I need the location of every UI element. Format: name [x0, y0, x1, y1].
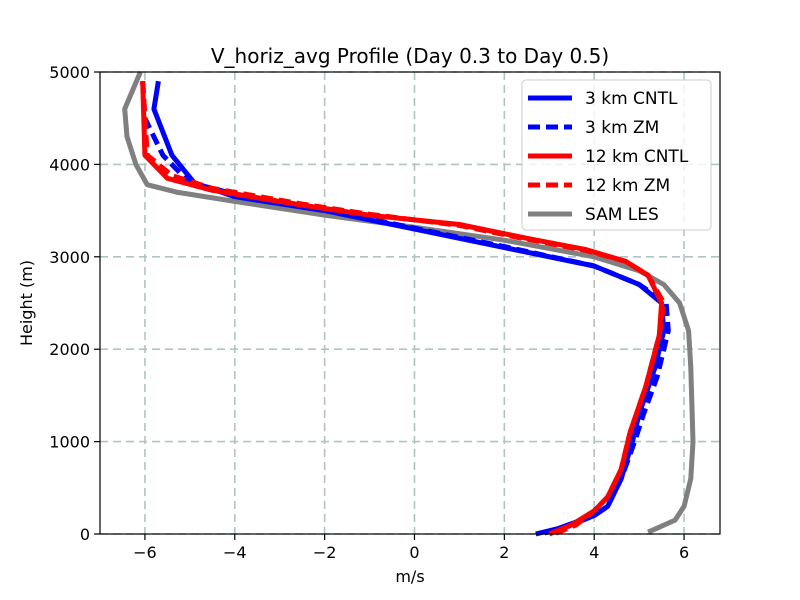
- series-line-12-km-zm: [140, 81, 667, 537]
- legend-label: 12 km ZM: [585, 176, 670, 196]
- x-tick-label: −6: [133, 543, 157, 562]
- x-tick-label: 0: [409, 543, 419, 562]
- y-tick-label: 1000: [49, 433, 90, 452]
- legend-box: [521, 79, 712, 231]
- grid: [100, 71, 720, 535]
- legend-label: 12 km CNTL: [585, 147, 689, 167]
- x-tick-label: −2: [313, 543, 337, 562]
- y-tick-label: 0: [80, 525, 90, 544]
- y-tick-label: 4000: [49, 155, 90, 174]
- legend-label: 3 km ZM: [585, 118, 659, 138]
- axis-ticks: −6 −4 −2 0 2 4 6 0 1000 2000 3000 4000 5000: [49, 63, 689, 562]
- x-tick-label: 6: [679, 543, 689, 562]
- legend-label: SAM LES: [585, 205, 659, 225]
- x-axis-label: m/s: [395, 567, 424, 586]
- chart-title: V_horiz_avg Profile (Day 0.3 to Day 0.5): [211, 44, 609, 68]
- x-tick-label: 2: [499, 543, 509, 562]
- x-tick-label: 4: [589, 543, 599, 562]
- series-layer: [122, 71, 696, 537]
- series-line-sam-les: [122, 71, 696, 535]
- plot-frame: [99, 71, 721, 535]
- y-tick-label: 3000: [49, 248, 90, 267]
- x-tick-label: −4: [223, 543, 247, 562]
- y-axis-label: Height (m): [17, 260, 36, 346]
- series-line-3-km-zm: [140, 81, 671, 537]
- legend-label: 3 km CNTL: [585, 89, 678, 109]
- y-tick-label: 5000: [49, 63, 90, 82]
- y-tick-label: 2000: [49, 340, 90, 359]
- legend: 3 km CNTL 3 km ZM 12 km CNTL 12 km ZM SAM LE…: [521, 79, 712, 231]
